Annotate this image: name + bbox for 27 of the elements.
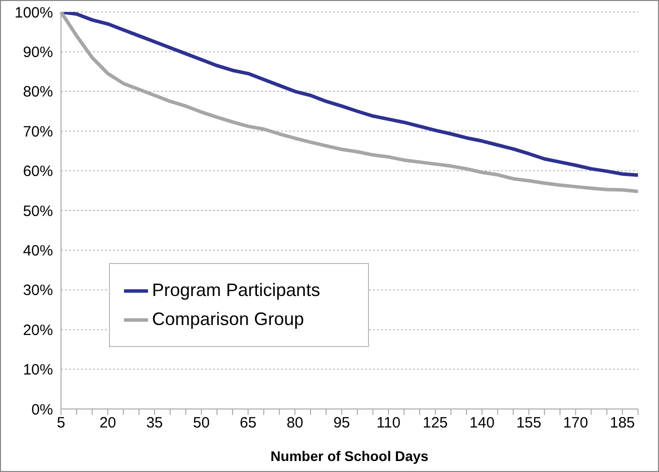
x-tick-label: 95: [333, 414, 350, 432]
y-tick-label: 80%: [22, 84, 53, 101]
y-tick-label: 100%: [14, 4, 53, 22]
x-tick-label: 5: [56, 414, 66, 432]
x-tick-label: 80: [286, 414, 304, 432]
y-tick-label: 0%: [31, 401, 53, 418]
y-tick-label: 30%: [22, 282, 53, 300]
x-tick-label: 170: [563, 414, 588, 432]
y-tick-label: 20%: [22, 322, 53, 339]
y-tick-label: 70%: [22, 123, 53, 140]
x-tick-label: 35: [146, 414, 163, 432]
x-tick-label: 110: [376, 414, 400, 432]
y-tick-label: 40%: [22, 242, 53, 260]
x-tick-label: 155: [516, 414, 542, 432]
x-tick-label: 125: [422, 414, 448, 432]
y-tick-label: 90%: [22, 44, 53, 62]
x-axis-title: Number of School Days: [270, 448, 429, 464]
y-tick-label: 50%: [22, 202, 53, 220]
legend-label: Comparison Group: [152, 309, 304, 330]
y-tick-label: 10%: [22, 362, 53, 379]
x-tick-label: 20: [99, 414, 116, 432]
x-tick-label: 140: [470, 414, 495, 432]
x-tick-label: 65: [240, 414, 256, 432]
x-tick-label: 50: [193, 414, 210, 432]
x-tick-label: 185: [610, 414, 635, 432]
legend-label: Program Participants: [152, 280, 320, 301]
y-tick-label: 60%: [22, 163, 53, 180]
